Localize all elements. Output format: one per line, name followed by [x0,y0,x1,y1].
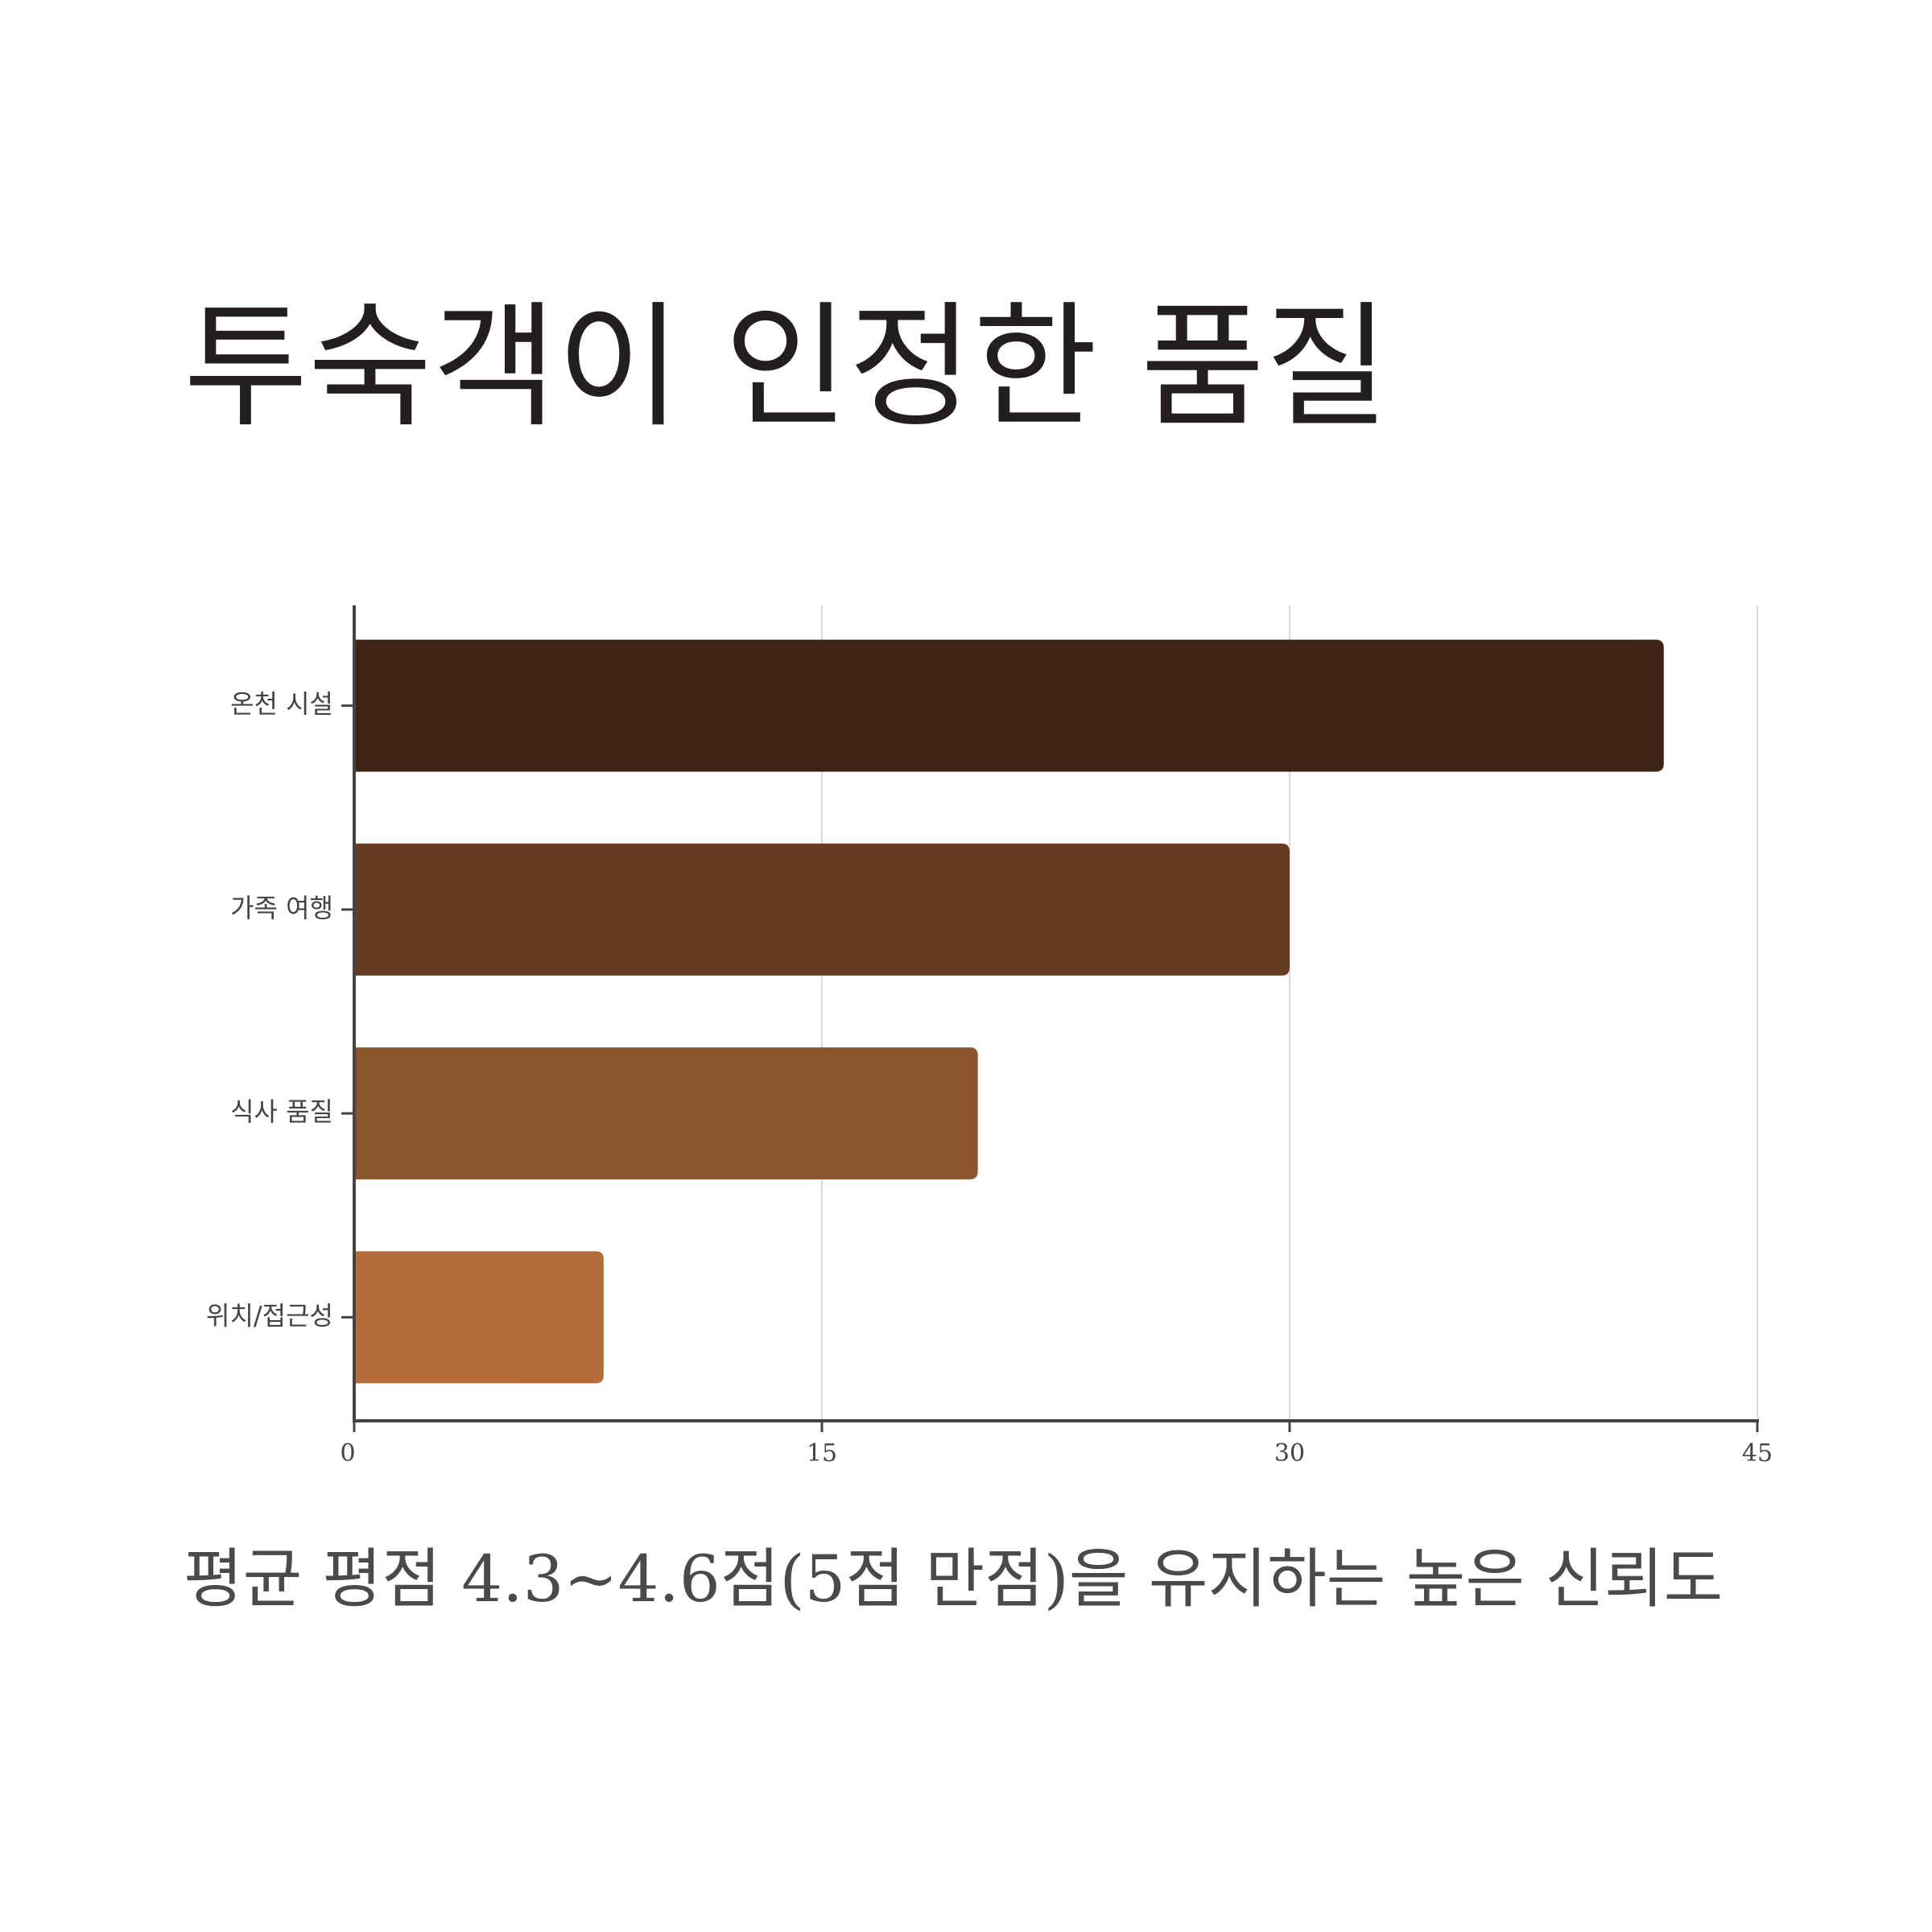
bar-2 [354,843,1290,976]
x-tick-label: 45 [1742,1439,1773,1468]
bar-3 [354,1047,978,1180]
x-tick-label: 15 [807,1439,837,1468]
axes [341,605,1759,1432]
chart-title: 투숙객이 인정한 품질 [184,288,1389,446]
x-tick-label: 0 [340,1439,355,1468]
bars [354,639,1664,1384]
y-tick-label: 식사 품질 [230,1096,333,1127]
bar-4 [354,1251,604,1384]
y-tick-label: 온천 시설 [230,689,333,720]
bar-1 [354,639,1664,772]
y-tick-label: 가족 여행 [230,893,333,923]
chart-subtitle: 평균 평점 4.3~4.6점(5점 만점)을 유지하는 높은 신뢰도 [184,1542,1724,1616]
y-tick-label: 위치/접근성 [206,1300,333,1331]
x-tick-label: 30 [1274,1439,1305,1468]
